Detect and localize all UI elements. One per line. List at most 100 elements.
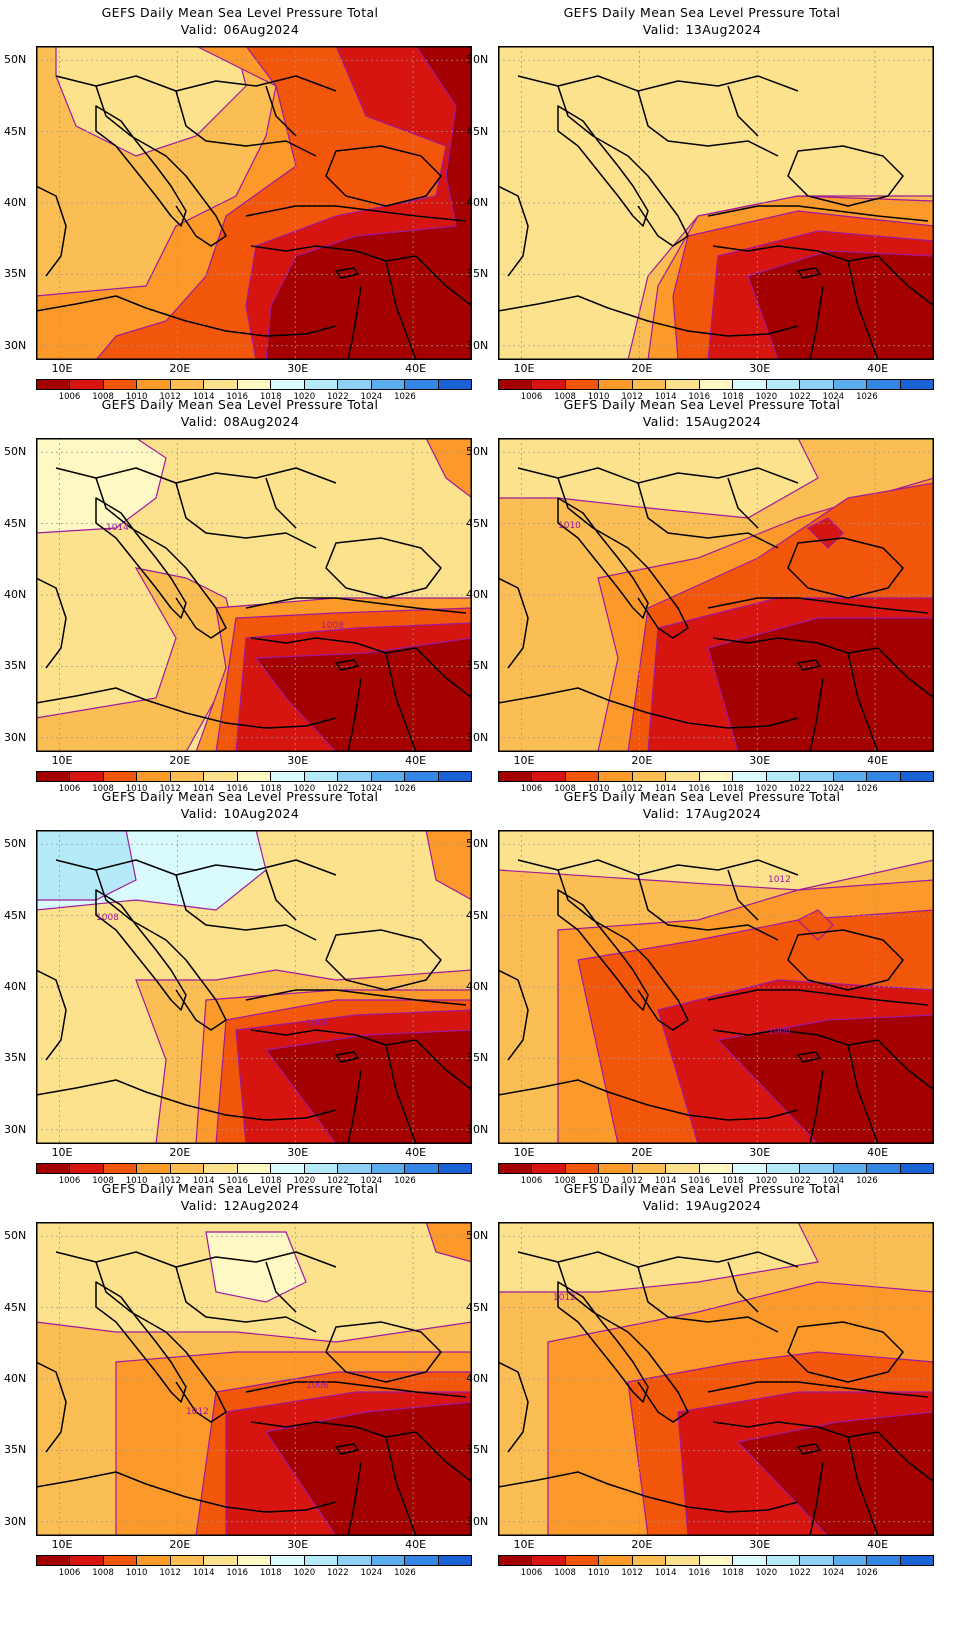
lat-tick-label: 45N (466, 1300, 489, 1314)
colorbar-label: 1014 (654, 1176, 677, 1186)
coastline-border (637, 90, 779, 157)
colorbar-swatch (867, 1556, 901, 1565)
colorbar-swatch (499, 1164, 533, 1173)
coastline-border (809, 1461, 824, 1536)
coastline-border (517, 75, 799, 92)
coastline-border (250, 1421, 417, 1438)
colorbar-label: 1008 (92, 784, 114, 794)
coastline-border (385, 1436, 417, 1536)
coastline-border (36, 185, 67, 277)
colorbar-swatch (438, 1164, 472, 1173)
colorbar-label: 1010 (587, 1176, 610, 1186)
colorbar-swatch (438, 772, 472, 781)
panel-title: GEFS Daily Mean Sea Level Pressure Total (101, 789, 379, 804)
coastline-border (95, 477, 132, 529)
colorbar-label: 1012 (159, 1176, 181, 1186)
map-canvas: 1012 (498, 1222, 934, 1536)
valid-label: Valid: (180, 414, 218, 429)
colorbar-label: 1026 (394, 784, 416, 794)
coastline-border (712, 637, 879, 654)
coastline-border (95, 1261, 132, 1313)
map-panel-15Aug2024: GEFS Daily Mean Sea Level Pressure Total… (462, 392, 942, 802)
lon-tick-label: 40E (405, 754, 427, 767)
colorbar-swatch (70, 772, 104, 781)
coastline-border (797, 1443, 821, 1455)
colorbar (36, 379, 472, 390)
panel-title: GEFS Daily Mean Sea Level Pressure Total (101, 397, 379, 412)
coastline-border (335, 267, 359, 279)
coastline-border (637, 482, 779, 549)
lat-tick-label: 40N (4, 588, 27, 601)
lat-tick-label: 30N (4, 1514, 27, 1528)
map-frame (36, 46, 472, 360)
colorbar-swatch (599, 1556, 633, 1565)
map-canvas: 1010 (498, 438, 934, 752)
isobar-label: 1008 (96, 913, 119, 923)
coastline-border (557, 869, 594, 921)
colorbar-swatch (800, 380, 834, 389)
colorbar-label: 1010 (125, 1568, 148, 1578)
lat-tick-label: 35N (466, 267, 489, 281)
colorbar-swatch (632, 772, 667, 781)
isobar-label: 1008 (321, 621, 344, 631)
valid-date-value: 12Aug2024 (223, 1198, 300, 1213)
colorbar-swatch (237, 1556, 272, 1565)
colorbar-swatch (371, 380, 406, 389)
colorbar-swatch (103, 1556, 138, 1565)
lon-tick-label: 30E (749, 1146, 771, 1159)
colorbar-swatch (371, 1164, 406, 1173)
lat-tick-label: 45N (4, 516, 27, 530)
colorbar-swatch (499, 380, 533, 389)
colorbar-swatch (405, 772, 439, 781)
coastline-border (847, 1044, 879, 1144)
colorbar-label: 1018 (721, 1176, 744, 1186)
valid-date-value: 08Aug2024 (223, 414, 300, 429)
colorbar-swatch (699, 1556, 734, 1565)
colorbar-label: 1008 (554, 1568, 576, 1578)
coastline-border (557, 497, 649, 619)
colorbar-swatch (632, 1556, 667, 1565)
colorbar-swatch (532, 1164, 566, 1173)
colorbar-swatch (599, 380, 633, 389)
colorbar-label: 1014 (654, 392, 677, 402)
valid-label: Valid: (642, 806, 680, 821)
panel-valid-date: Valid: 15Aug2024 (462, 413, 942, 430)
coastline-border (707, 597, 929, 614)
lon-tick-label: 10E (513, 754, 535, 767)
colorbar-label: 1006 (520, 784, 543, 794)
colorbar-swatch (204, 1164, 238, 1173)
coastline-border (95, 105, 187, 227)
lat-tick-label: 45N (4, 124, 27, 138)
colorbar-swatch (103, 1164, 138, 1173)
lon-tick-label: 20E (631, 1538, 653, 1551)
colorbar (36, 1555, 472, 1566)
coastline-border (707, 1381, 929, 1398)
coastline-border (592, 527, 689, 639)
coastline-border (847, 260, 879, 360)
colorbar-label: 1024 (822, 1568, 845, 1578)
colorbar-label: 1014 (654, 1568, 677, 1578)
coastline-border (95, 869, 132, 921)
coastline-border (707, 989, 929, 1006)
lat-tick-label: 35N (4, 659, 27, 673)
lat-tick-label: 45N (4, 1300, 27, 1314)
colorbar-swatch (137, 772, 171, 781)
colorbar-swatch (900, 772, 934, 781)
coastline-border (347, 677, 362, 752)
coastline-border (727, 85, 759, 137)
coastline-border (712, 245, 879, 262)
colorbar-label: 1022 (789, 1568, 811, 1578)
coastline-border (175, 874, 317, 941)
colorbar-label: 1014 (654, 784, 677, 794)
isobar-label: 1012 (553, 1293, 576, 1303)
pressure-map (498, 46, 934, 360)
colorbar-label: 1012 (159, 784, 181, 794)
panel-valid-date: Valid: 12Aug2024 (0, 1197, 480, 1214)
coastline-border (809, 677, 824, 752)
colorbar-swatch (271, 1556, 305, 1565)
map-frame (498, 1222, 934, 1536)
colorbar-label: 1026 (856, 392, 878, 402)
colorbar-swatch (699, 380, 734, 389)
lon-tick-label: 20E (169, 1538, 191, 1551)
colorbar-swatch (237, 380, 272, 389)
